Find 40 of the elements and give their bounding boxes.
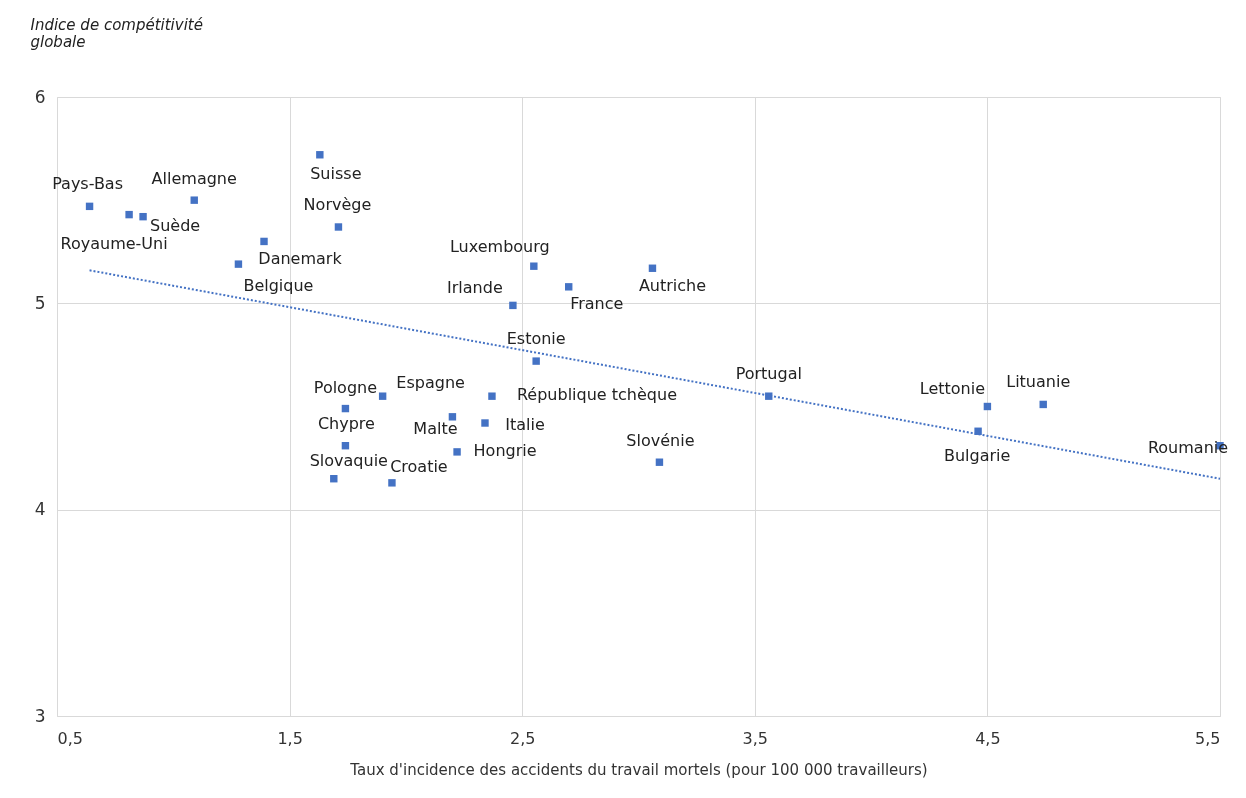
annotation: Lituanie bbox=[1006, 372, 1071, 392]
annotation: Suisse bbox=[310, 163, 362, 183]
annotation: Estonie bbox=[506, 329, 566, 349]
annotation: Roumanie bbox=[1147, 437, 1229, 457]
x-tick-label: 0,5 bbox=[57, 728, 83, 748]
y-axis-title: Indice de compétitivité globale bbox=[30, 15, 203, 51]
annotation: Allemagne bbox=[151, 169, 237, 189]
annotation: Hongrie bbox=[473, 440, 537, 460]
annotation: Lettonie bbox=[919, 378, 986, 398]
x-tick-label: 2,5 bbox=[509, 728, 536, 748]
annotation: Royaume-Uni bbox=[60, 233, 168, 253]
annotation: Portugal bbox=[735, 364, 802, 384]
annotation: Bulgarie bbox=[943, 446, 1011, 466]
annotation: Irlande bbox=[447, 278, 503, 298]
annotation: Slovaquie bbox=[309, 450, 388, 470]
annotation: Danemark bbox=[258, 249, 343, 269]
annotation: Chypre bbox=[317, 413, 375, 433]
annotation: Malte bbox=[413, 418, 458, 438]
annotation: République tchèque bbox=[516, 385, 677, 405]
annotation: Belgique bbox=[243, 276, 314, 296]
annotation: Pays-Bas bbox=[52, 174, 123, 194]
annotation: France bbox=[570, 293, 624, 313]
annotation: Espagne bbox=[396, 373, 465, 393]
x-tick-label: 1,5 bbox=[277, 728, 303, 748]
annotation: Luxembourg bbox=[449, 237, 550, 257]
x-tick-label: 4,5 bbox=[975, 728, 1001, 748]
annotation: Norvège bbox=[303, 194, 372, 214]
y-tick-label: 3 bbox=[34, 705, 46, 726]
x-axis-title: Taux d'incidence des accidents du travail mortels (pour 100 000 travailleurs) bbox=[349, 760, 928, 779]
annotation: Pologne bbox=[313, 377, 378, 397]
annotation: Italie bbox=[505, 415, 545, 435]
x-tick-label: 3,5 bbox=[742, 728, 769, 748]
y-tick-label: 6 bbox=[34, 86, 46, 107]
y-tick-label: 4 bbox=[34, 499, 46, 520]
annotation: Croatie bbox=[390, 456, 448, 476]
x-tick-label: 5,5 bbox=[1195, 728, 1221, 748]
annotation: Autriche bbox=[638, 276, 707, 296]
y-tick-label: 5 bbox=[34, 292, 46, 313]
annotation: Slovénie bbox=[626, 431, 695, 451]
annotation: Suède bbox=[149, 215, 201, 235]
